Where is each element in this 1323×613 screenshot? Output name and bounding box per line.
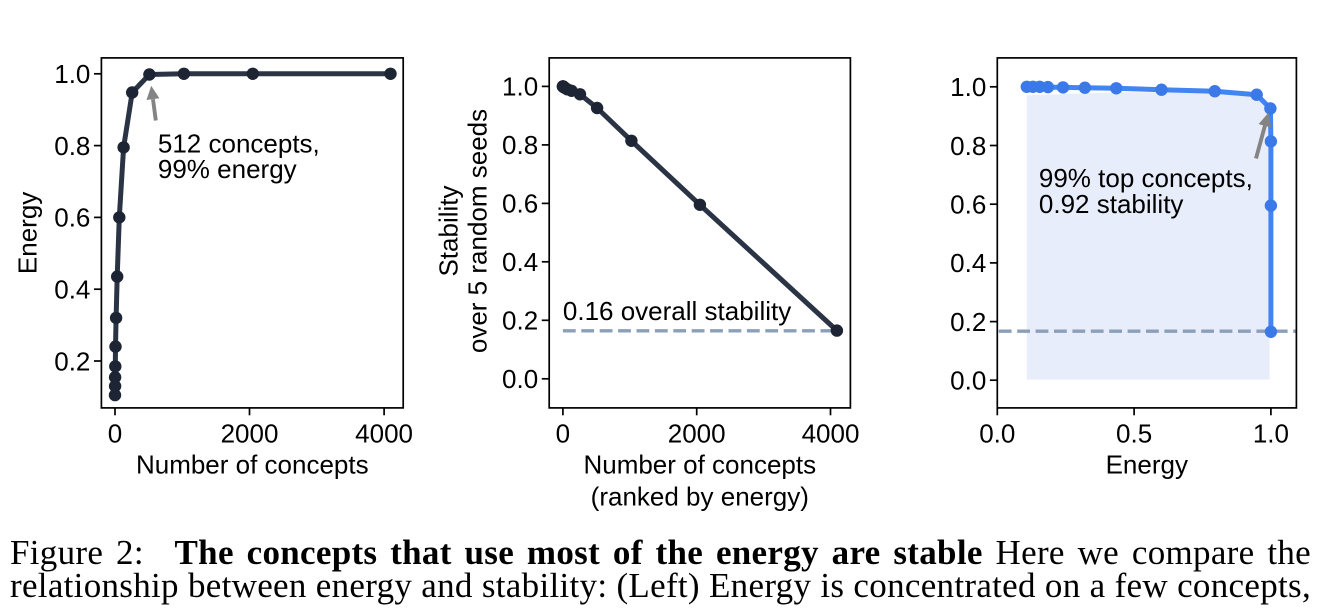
svg-text:Number of concepts: Number of concepts	[136, 450, 369, 480]
svg-text:0.92 stability: 0.92 stability	[1039, 189, 1184, 219]
svg-text:1.0: 1.0	[950, 72, 986, 102]
svg-text:0.6: 0.6	[54, 203, 90, 233]
svg-text:2000: 2000	[221, 418, 279, 448]
svg-text:0.5: 0.5	[1116, 418, 1152, 448]
svg-text:0.4: 0.4	[54, 275, 90, 305]
svg-text:512 concepts,: 512 concepts,	[158, 128, 320, 158]
svg-text:0.2: 0.2	[54, 346, 90, 376]
svg-text:1.0: 1.0	[1253, 418, 1289, 448]
svg-text:0: 0	[556, 418, 570, 448]
svg-text:0.4: 0.4	[502, 247, 538, 277]
svg-text:0.8: 0.8	[502, 130, 538, 160]
svg-text:99% top concepts,: 99% top concepts,	[1039, 163, 1253, 193]
svg-text:0.0: 0.0	[950, 366, 986, 396]
svg-text:over 5 random seeds: over 5 random seeds	[463, 109, 493, 353]
svg-text:99% energy: 99% energy	[158, 154, 297, 184]
svg-text:1.0: 1.0	[502, 72, 538, 102]
svg-text:1.0: 1.0	[54, 59, 90, 89]
svg-text:4000: 4000	[802, 418, 860, 448]
svg-text:0.8: 0.8	[950, 131, 986, 161]
svg-text:2000: 2000	[668, 418, 726, 448]
svg-text:Number of concepts: Number of concepts	[583, 450, 816, 480]
svg-text:Energy: Energy	[13, 192, 43, 274]
svg-text:4000: 4000	[355, 418, 413, 448]
svg-text:0: 0	[108, 418, 122, 448]
svg-text:Energy: Energy	[1106, 450, 1188, 480]
svg-text:0.0: 0.0	[979, 418, 1015, 448]
svg-text:0.6: 0.6	[950, 190, 986, 220]
svg-text:0.2: 0.2	[502, 306, 538, 336]
svg-text:0.0: 0.0	[502, 364, 538, 394]
svg-text:0.2: 0.2	[950, 307, 986, 337]
svg-text:Stability: Stability	[434, 185, 464, 276]
svg-text:0.6: 0.6	[502, 189, 538, 219]
svg-text:0.16 overall stability: 0.16 overall stability	[563, 296, 791, 326]
svg-text:0.4: 0.4	[950, 248, 986, 278]
svg-text:(ranked by energy): (ranked by energy)	[591, 482, 809, 512]
svg-text:0.8: 0.8	[54, 131, 90, 161]
